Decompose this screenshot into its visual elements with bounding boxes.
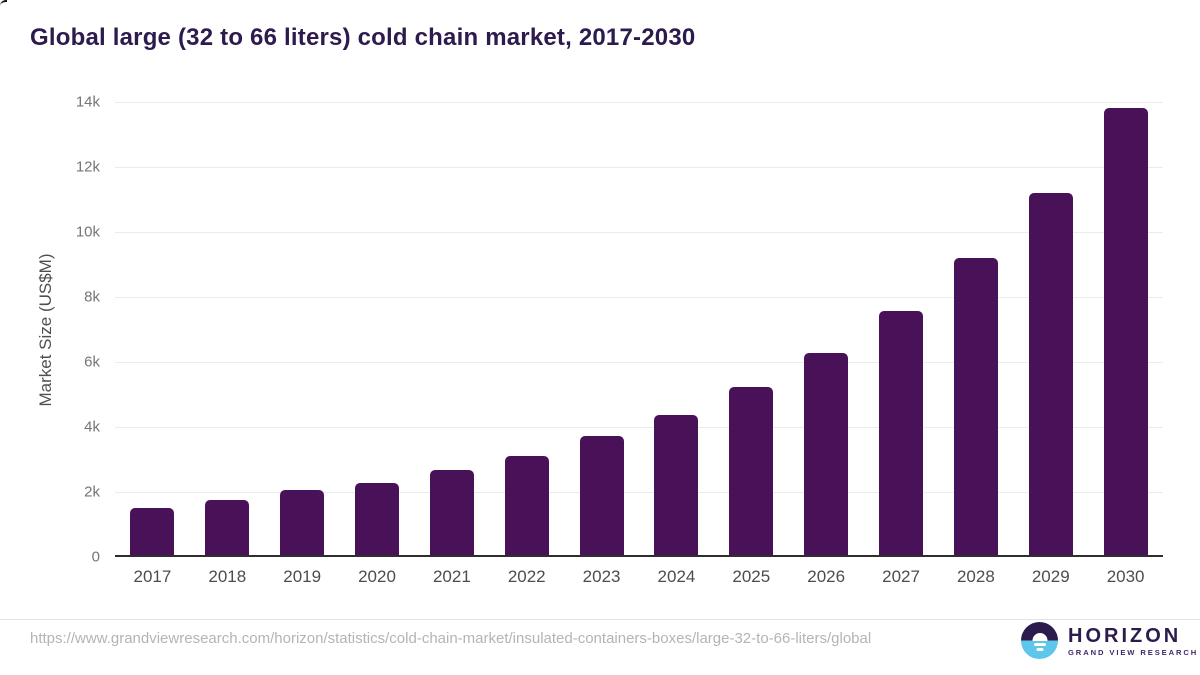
bar-slot-2025	[714, 102, 789, 555]
logo-text: HORIZON GRAND VIEW RESEARCH	[1068, 625, 1198, 657]
sun-shape	[1032, 633, 1047, 641]
bar-slot-2019	[265, 102, 340, 555]
x-tick-2026: 2026	[807, 567, 846, 586]
bar-slot-2024	[639, 102, 714, 555]
horizon-sun-icon	[1021, 622, 1058, 659]
bar-chart-plot-area: 0 2k 4k 6k 8k 10k 12k 14k	[76, 94, 1163, 566]
page-title: Global large (32 to 66 liters) cold chai…	[30, 24, 696, 51]
horizon-logo: HORIZON GRAND VIEW RESEARCH	[1021, 622, 1198, 659]
x-tick-2020: 2020	[358, 567, 396, 586]
x-tick-2019: 2019	[283, 567, 322, 586]
x-tick-2028: 2028	[956, 567, 995, 586]
bar-2029	[1028, 192, 1073, 555]
bar-slot-2027	[864, 102, 939, 555]
x-tick-2024: 2024	[657, 567, 696, 586]
bar-2026	[804, 352, 849, 555]
bar-slot-2029	[1013, 102, 1088, 555]
bar-2020	[355, 483, 399, 555]
gridline-2k	[115, 492, 1163, 493]
bar-slot-2020	[340, 102, 415, 555]
y-tick-14k: 14k	[75, 93, 100, 111]
bar-2021	[429, 470, 474, 555]
bar-slot-2026	[789, 102, 864, 555]
gridline-14k	[115, 102, 1163, 103]
y-tick-4k: 4k	[84, 418, 100, 436]
gridline-4k	[115, 427, 1163, 428]
bar-2025	[729, 387, 774, 555]
bar-2030	[1103, 108, 1148, 555]
sun-reflection-line	[1036, 648, 1043, 651]
x-tick-2018: 2018	[208, 567, 247, 586]
x-tick-2021: 2021	[432, 567, 471, 586]
y-tick-12k: 12k	[75, 158, 100, 176]
bar-slot-2028	[938, 102, 1013, 555]
gridline-12k	[115, 167, 1163, 168]
x-tick-2030: 2030	[1106, 567, 1145, 586]
y-tick-10k: 10k	[75, 223, 100, 241]
x-tick-2022: 2022	[507, 567, 546, 586]
x-tick-2027: 2027	[882, 567, 920, 586]
bar-slot-2023	[564, 102, 639, 555]
bar-series	[115, 102, 1163, 555]
bar-2017	[130, 507, 175, 555]
y-tick-6k: 6k	[84, 353, 100, 371]
x-tick-2023: 2023	[582, 567, 621, 586]
bar-2023	[579, 436, 624, 555]
bar-2024	[654, 414, 699, 555]
source-url: https://www.grandviewresearch.com/horizo…	[30, 630, 872, 647]
bar-2028	[953, 258, 998, 555]
bar-slot-2021	[414, 102, 489, 555]
bar-slot-2018	[190, 102, 265, 555]
y-tick-2k: 2k	[84, 483, 100, 501]
bar-2019	[280, 490, 325, 555]
logo-name: HORIZON	[1068, 624, 1182, 647]
screenshot-corner-artifact	[0, 0, 7, 7]
x-tick-2025: 2025	[732, 567, 771, 586]
x-tick-2017: 2017	[133, 567, 172, 586]
logo-tagline: GRAND VIEW RESEARCH	[1068, 647, 1199, 657]
x-tick-2029: 2029	[1031, 567, 1070, 586]
sun-reflection-line	[1033, 643, 1046, 646]
gridline-6k	[115, 362, 1163, 363]
bar-slot-2022	[489, 102, 564, 555]
footer-divider	[0, 619, 1200, 620]
x-axis-tick-labels: 2017 2018 2019 2020 2021 2022 2023 2024 2025 2026…	[115, 567, 1163, 587]
gridline-10k	[115, 232, 1163, 233]
bar-2022	[504, 455, 549, 555]
bar-slot-2017	[115, 102, 190, 555]
y-tick-8k: 8k	[84, 288, 100, 306]
bar-2027	[879, 311, 924, 555]
y-tick-0: 0	[91, 548, 100, 566]
bar-slot-2030	[1088, 102, 1163, 555]
bar-2018	[205, 499, 250, 555]
y-axis-title: Market Size (US$M)	[36, 253, 55, 407]
gridline-8k	[115, 297, 1163, 298]
